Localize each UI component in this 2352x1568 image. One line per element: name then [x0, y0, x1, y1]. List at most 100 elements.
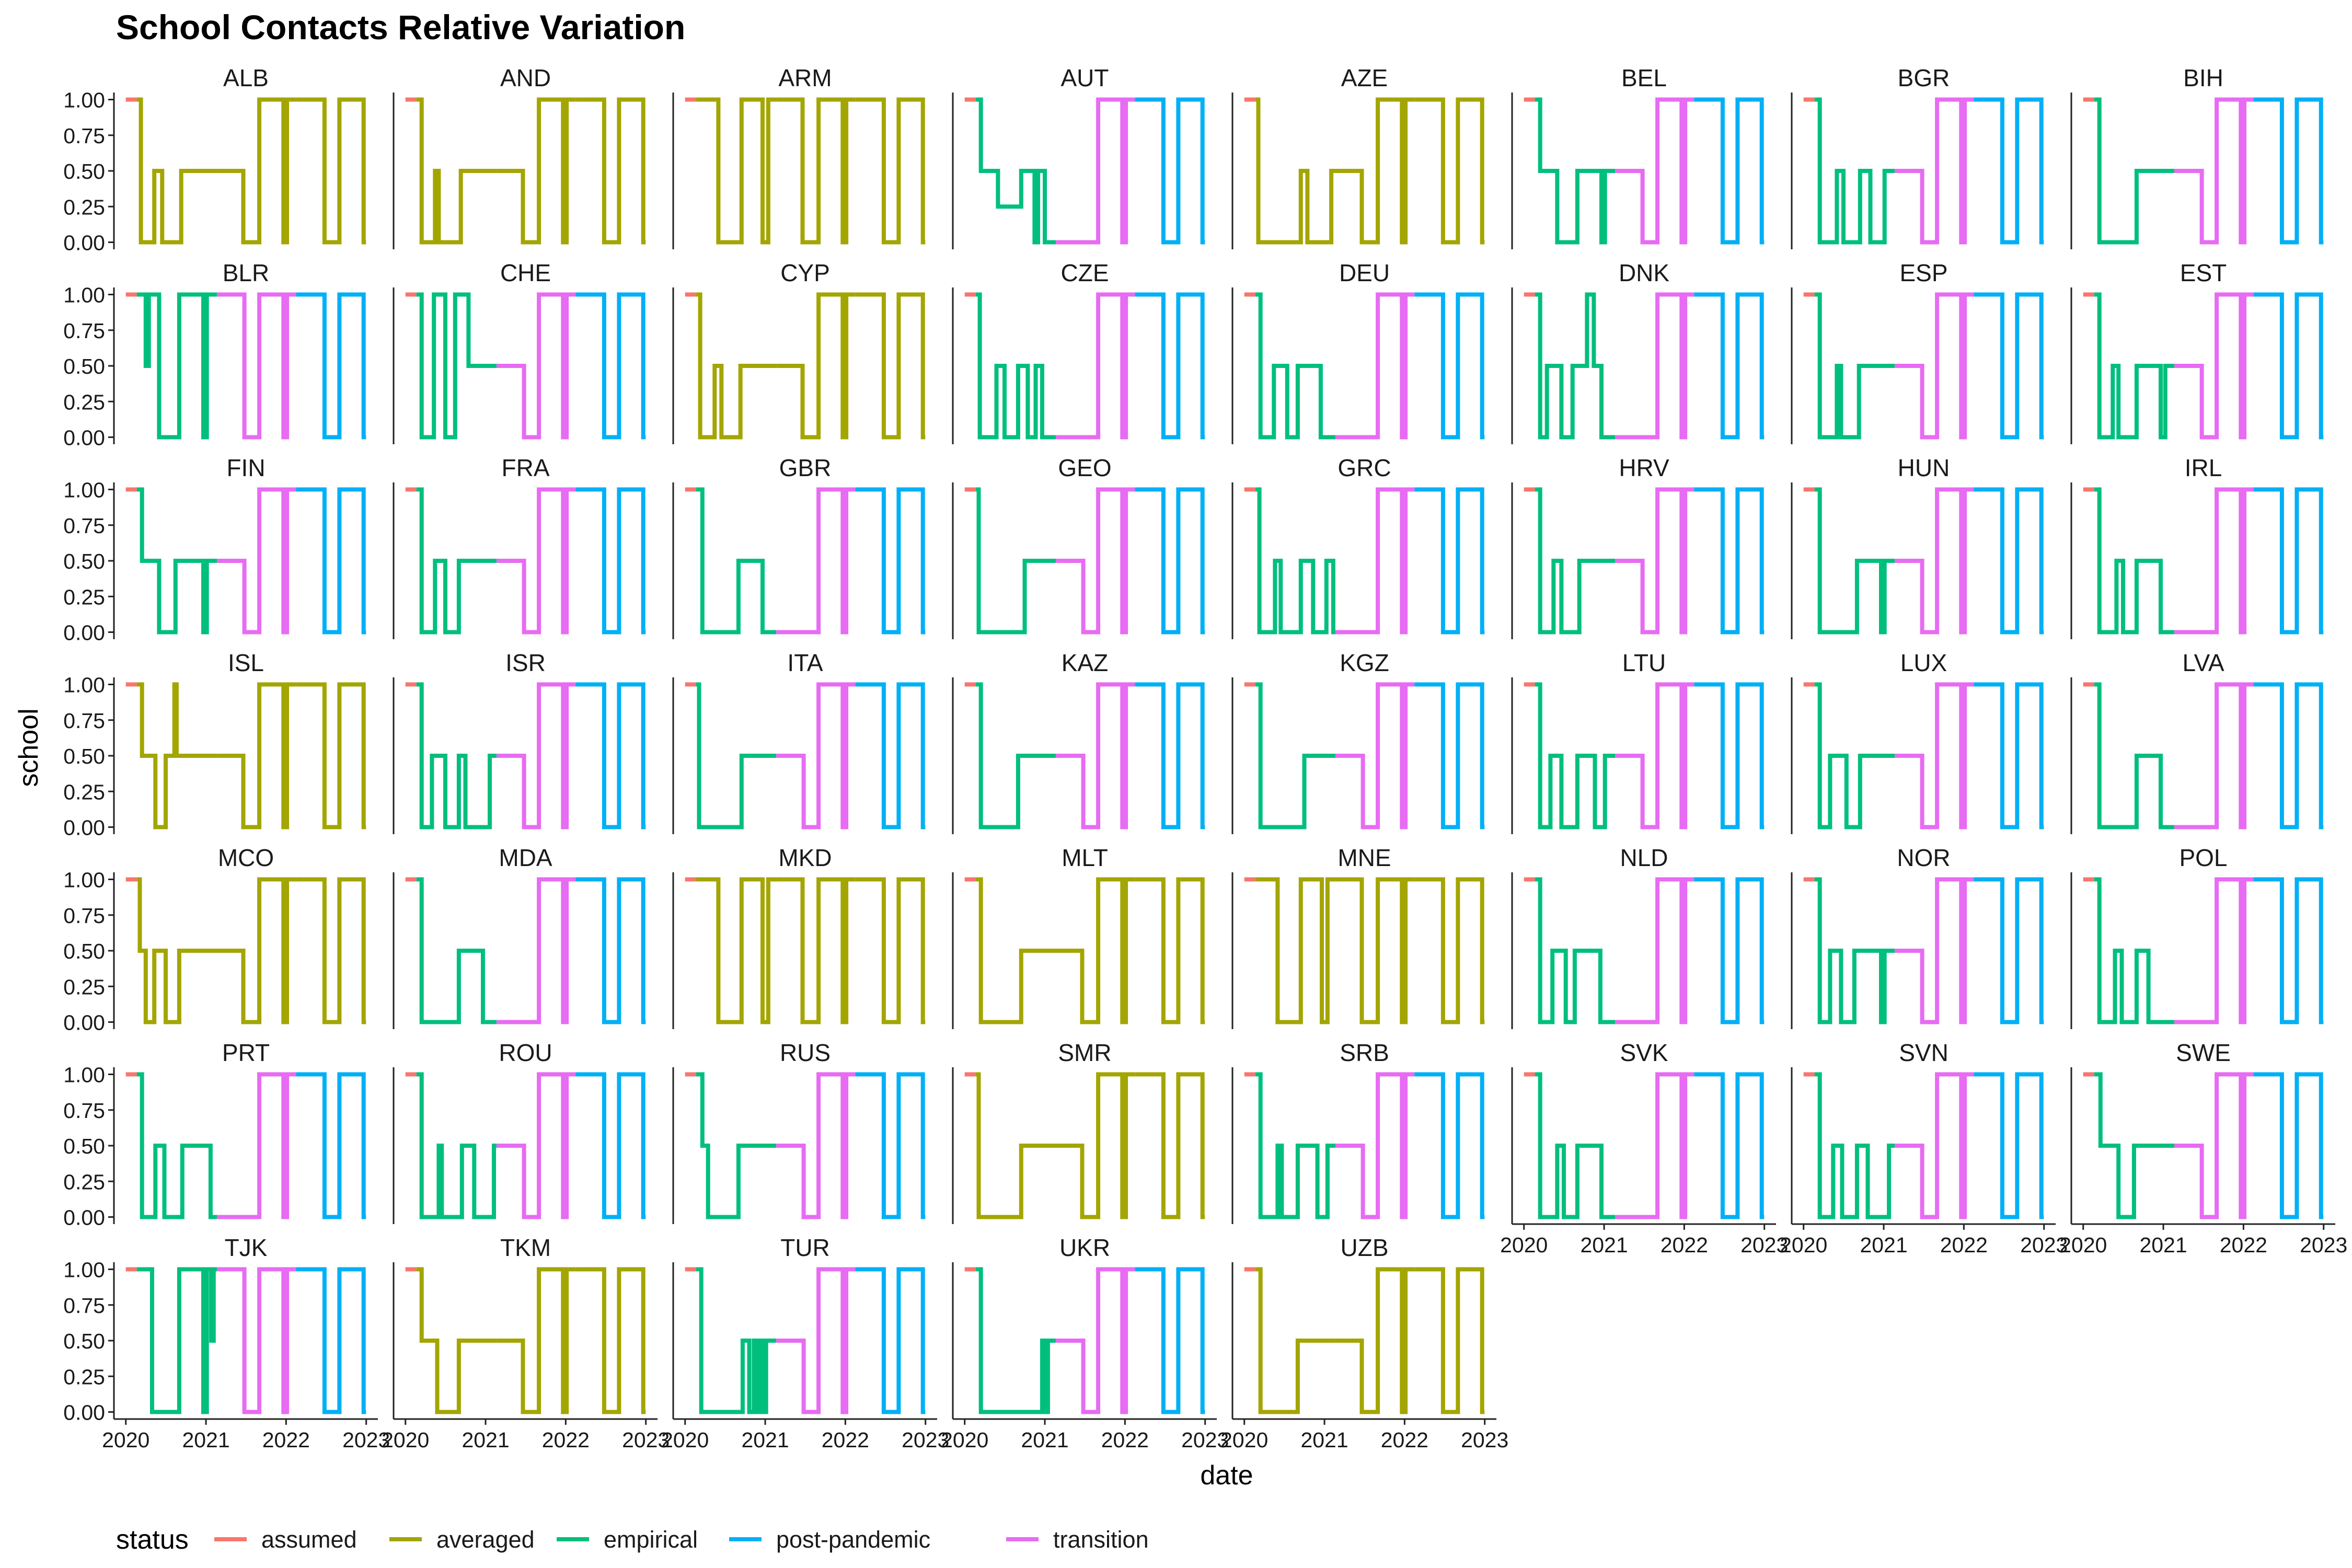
series-post-pandemic-deu [1414, 292, 1485, 440]
x-tick-label: 2023 [2020, 1233, 2068, 1257]
facet-label-che: CHE [500, 259, 551, 286]
series-transition-kaz [1056, 682, 1135, 829]
y-tick-label: 0.00 [63, 1206, 105, 1230]
series-empirical-geo [975, 487, 1056, 635]
facet-label-esp: ESP [1899, 259, 1947, 286]
facet-label-rou: ROU [499, 1039, 552, 1066]
series-transition-swe [2174, 1072, 2254, 1219]
series-empirical-ita [696, 682, 777, 829]
facet-label-fin: FIN [226, 454, 265, 481]
series-transition-bgr [1895, 97, 1974, 245]
facet-label-kgz: KGZ [1340, 649, 1389, 676]
series-transition-bih [2174, 97, 2254, 245]
y-tick-label: 0.25 [63, 1170, 105, 1194]
facet-label-svn: SVN [1899, 1039, 1949, 1066]
series-transition-ita [776, 682, 856, 829]
legend-label-averaged: averaged [436, 1526, 535, 1553]
legend-label-post-pandemic: post-pandemic [776, 1526, 930, 1553]
facet-label-rus: RUS [780, 1039, 831, 1066]
x-tick-label: 2023 [1740, 1233, 1788, 1257]
series-post-pandemic-bgr [1974, 97, 2044, 245]
series-averaged-alb [217, 97, 296, 245]
facet-label-lva: LVA [2182, 649, 2224, 676]
facet-label-irl: IRL [2185, 454, 2222, 481]
series-transition-fin [217, 487, 296, 635]
series-averaged-isl [217, 682, 296, 829]
series-averaged-and [416, 97, 497, 245]
facet-label-smr: SMR [1058, 1039, 1111, 1066]
series-post-pandemic-lva [2253, 682, 2324, 829]
series-empirical-isr [416, 682, 497, 829]
series-empirical-hun [1814, 487, 1895, 635]
facet-label-ltu: LTU [1622, 649, 1666, 676]
series-averaged-and [575, 97, 646, 245]
x-tick-label: 2020 [2059, 1233, 2107, 1257]
series-post-pandemic-lux [1974, 682, 2044, 829]
x-tick-label: 2020 [661, 1428, 709, 1452]
x-tick-label: 2022 [262, 1428, 310, 1452]
facet-label-aze: AZE [1341, 64, 1388, 91]
x-tick-label: 2022 [1661, 1233, 1708, 1257]
facet-label-mkd: MKD [778, 844, 832, 871]
series-averaged-mne [1255, 877, 1336, 1024]
series-transition-tur [776, 1267, 856, 1414]
series-post-pandemic-che [575, 292, 646, 440]
series-averaged-mlt [975, 877, 1056, 1024]
series-empirical-nld [1535, 877, 1616, 1024]
facet-label-grc: GRC [1338, 454, 1391, 481]
series-post-pandemic-gbr [855, 487, 926, 635]
series-post-pandemic-kaz [1135, 682, 1205, 829]
y-tick-label: 0.25 [63, 780, 105, 804]
facet-label-isl: ISL [228, 649, 264, 676]
facet-label-mco: MCO [218, 844, 274, 871]
series-post-pandemic-ita [855, 682, 926, 829]
series-post-pandemic-rus [855, 1072, 926, 1219]
facet-label-dnk: DNK [1619, 259, 1669, 286]
series-empirical-cze [975, 292, 1056, 440]
series-empirical-fin [136, 487, 217, 635]
series-post-pandemic-mda [575, 877, 646, 1024]
series-transition-svn [1895, 1072, 1974, 1219]
x-tick-label: 2020 [1220, 1428, 1268, 1452]
y-tick-label: 1.00 [63, 1258, 105, 1282]
facet-label-mne: MNE [1338, 844, 1391, 871]
series-empirical-kaz [975, 682, 1056, 829]
y-tick-label: 0.00 [63, 231, 105, 255]
series-transition-kgz [1335, 682, 1415, 829]
x-tick-label: 2022 [1381, 1428, 1428, 1452]
legend-label-assumed: assumed [261, 1526, 357, 1553]
series-transition-hun [1895, 487, 1974, 635]
series-empirical-rus [696, 1072, 777, 1219]
series-transition-grc [1335, 487, 1415, 635]
y-tick-label: 0.50 [63, 1329, 105, 1353]
series-averaged-mkd [696, 877, 777, 1024]
facet-label-bgr: BGR [1898, 64, 1950, 91]
series-transition-isr [497, 682, 576, 829]
x-tick-label: 2022 [2220, 1233, 2267, 1257]
series-averaged-uzb [1414, 1267, 1485, 1414]
series-post-pandemic-hrv [1694, 487, 1765, 635]
series-averaged-aze [1255, 97, 1336, 245]
series-empirical-bih [2094, 97, 2175, 245]
series-post-pandemic-cze [1135, 292, 1205, 440]
series-post-pandemic-ukr [1135, 1267, 1205, 1414]
series-post-pandemic-geo [1135, 487, 1205, 635]
series-transition-blr [217, 292, 296, 440]
series-empirical-kgz [1255, 682, 1336, 829]
series-averaged-arm [776, 97, 856, 245]
series-transition-lva [2174, 682, 2254, 829]
series-transition-fra [497, 487, 576, 635]
series-post-pandemic-fin [296, 487, 366, 635]
facet-label-alb: ALB [223, 64, 269, 91]
series-post-pandemic-ltu [1694, 682, 1765, 829]
facet-label-cyp: CYP [780, 259, 830, 286]
series-transition-che [497, 292, 576, 440]
facet-label-tur: TUR [780, 1234, 830, 1261]
series-transition-nld [1615, 877, 1694, 1024]
x-tick-label: 2022 [1101, 1428, 1149, 1452]
y-tick-label: 0.00 [63, 1401, 105, 1425]
facet-label-hrv: HRV [1619, 454, 1669, 481]
x-tick-label: 2022 [1940, 1233, 1988, 1257]
series-transition-esp [1895, 292, 1974, 440]
series-post-pandemic-rou [575, 1072, 646, 1219]
